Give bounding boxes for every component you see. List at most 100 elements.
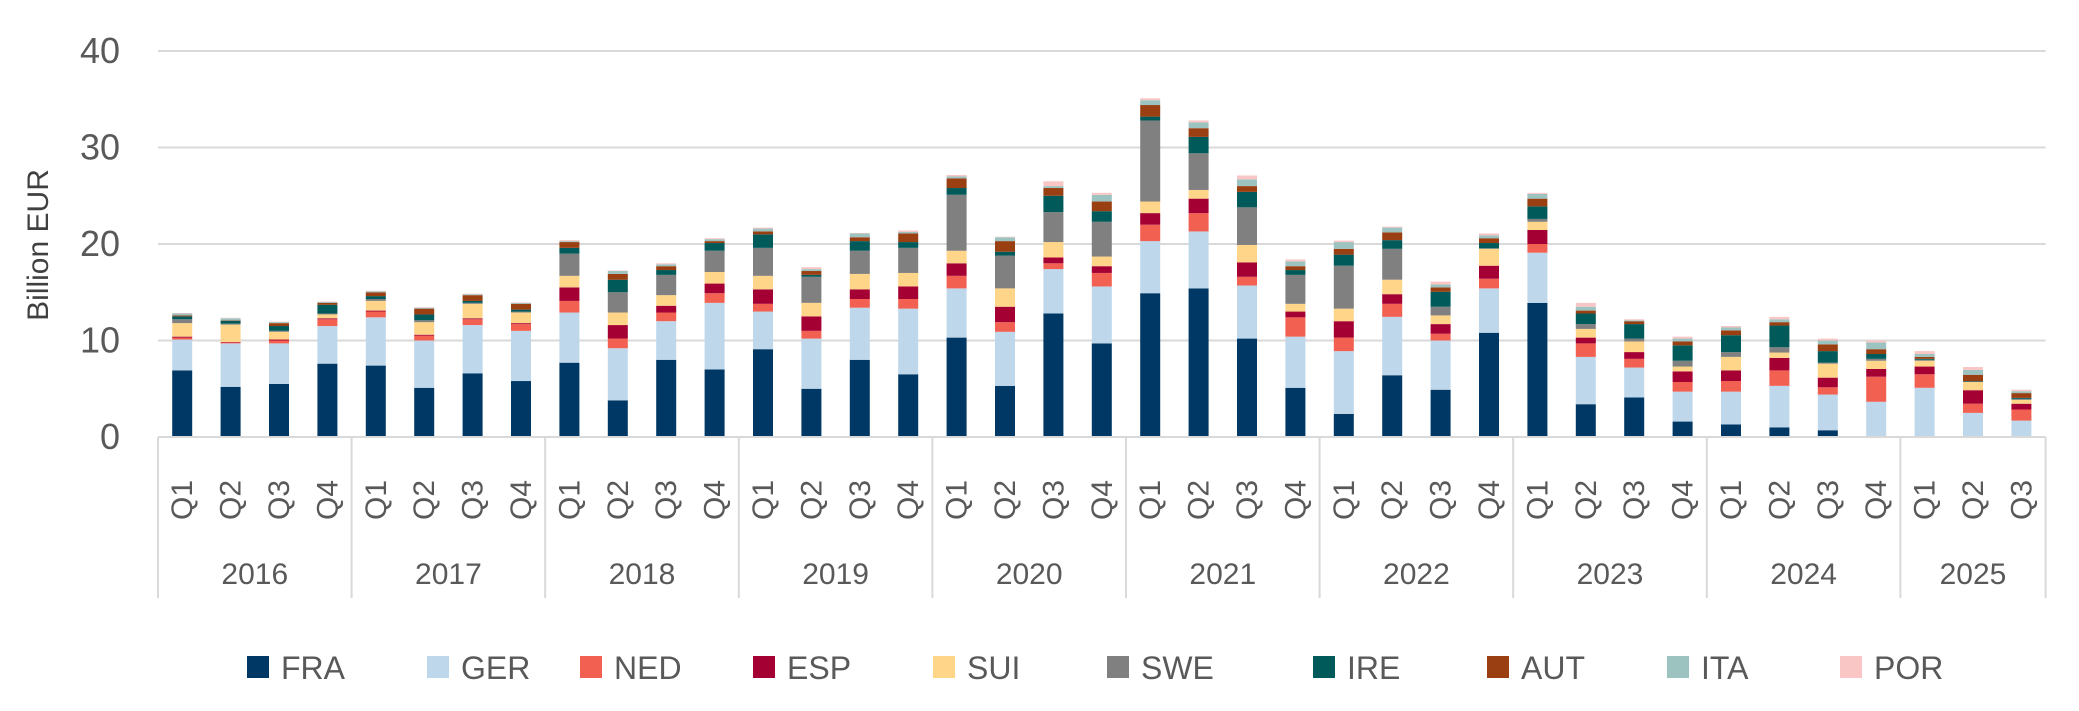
bar-segment-swe bbox=[704, 250, 725, 272]
bar-segment-esp bbox=[1963, 390, 1983, 404]
bar-segment-fra bbox=[1430, 389, 1451, 437]
bar-segment-ire bbox=[1624, 324, 1645, 339]
bar-segment-ita bbox=[656, 264, 677, 267]
bar-segment-ned bbox=[1914, 374, 1935, 388]
y-axis-label: Billion EUR bbox=[22, 169, 55, 321]
bar-segment-ita bbox=[1140, 100, 1161, 106]
bar-segment-ned bbox=[1285, 317, 1306, 337]
bar-segment-esp bbox=[1140, 213, 1161, 225]
legend-item-aut: AUT bbox=[1487, 650, 1585, 686]
bar-segment-sui bbox=[1963, 381, 1983, 391]
bar-segment-por bbox=[704, 238, 725, 240]
bar-segment-sui bbox=[511, 312, 531, 324]
bar-segment-swe bbox=[1721, 352, 1741, 357]
legend-swatch bbox=[933, 656, 955, 678]
bar-segment-esp bbox=[1382, 294, 1403, 304]
bar-segment-ire bbox=[172, 316, 193, 320]
bar-segment-ire bbox=[946, 188, 967, 195]
quarter-label: Q4 bbox=[505, 480, 538, 520]
bar-segment-por bbox=[801, 267, 822, 270]
bar-segment-swe bbox=[1430, 306, 1451, 316]
bar-segment-aut bbox=[1479, 238, 1499, 244]
bar-segment-ger bbox=[1237, 285, 1257, 339]
bar-segment-aut bbox=[511, 303, 531, 310]
bar-segment-fra bbox=[1624, 397, 1645, 437]
bar-segment-ire bbox=[1914, 358, 1935, 360]
bar-segment-swe bbox=[656, 274, 677, 296]
year-label: 2016 bbox=[221, 558, 288, 591]
bar-segment-fra bbox=[1527, 302, 1548, 437]
bar-segment-ita bbox=[1430, 284, 1451, 288]
bar-segment-swe bbox=[172, 319, 193, 324]
bar-segment-esp bbox=[1188, 198, 1209, 214]
bar-segment-ned bbox=[269, 340, 289, 344]
bar-segment-ger bbox=[1575, 356, 1596, 405]
bar-segment-por bbox=[1430, 281, 1451, 285]
legend-item-sui: SUI bbox=[933, 650, 1020, 686]
bar-segment-fra bbox=[801, 388, 822, 437]
bar-segment-ita bbox=[462, 294, 483, 296]
bar-segment-esp bbox=[269, 339, 289, 341]
bar-segment-swe bbox=[1382, 248, 1403, 280]
bar-segment-sui bbox=[414, 322, 435, 335]
bar-segment-por bbox=[1333, 240, 1354, 243]
bar-segment-ned bbox=[511, 324, 531, 331]
bar-segment-fra bbox=[1091, 343, 1112, 437]
bar-segment-ned bbox=[1237, 276, 1257, 286]
bar-segment-ire bbox=[414, 314, 435, 321]
bar-segment-aut bbox=[269, 323, 289, 327]
bar-segment-esp bbox=[1430, 324, 1451, 334]
bar-segment-ger bbox=[462, 325, 483, 374]
bar-segment-ire bbox=[1575, 313, 1596, 325]
bar-segment-aut bbox=[1914, 356, 1935, 359]
bar-segment-sui bbox=[1721, 356, 1741, 371]
bar-segment-ire bbox=[849, 241, 870, 251]
legend-item-esp: ESP bbox=[753, 650, 851, 686]
bar-segment-por bbox=[559, 240, 580, 242]
bar-segment-swe bbox=[1285, 274, 1306, 304]
bar-segment-ned bbox=[317, 319, 338, 327]
bar-segment-ita bbox=[414, 307, 435, 309]
bar-segment-esp bbox=[607, 325, 628, 339]
bar-segment-ita bbox=[1624, 320, 1645, 322]
legend-label: NED bbox=[614, 650, 682, 686]
legend-swatch bbox=[753, 656, 775, 678]
bar-segment-por bbox=[1237, 175, 1257, 180]
bar-segment-por bbox=[1769, 316, 1790, 320]
legend-label: ESP bbox=[787, 650, 851, 686]
bar-segment-esp bbox=[1091, 266, 1112, 273]
bar-segment-aut bbox=[1866, 349, 1887, 355]
bar-segment-por bbox=[2011, 389, 2032, 392]
bar-segment-por bbox=[1866, 340, 1887, 343]
bar-segment-ger bbox=[1527, 252, 1548, 303]
bar-segment-ger bbox=[1430, 340, 1451, 390]
quarter-label: Q1 bbox=[747, 480, 780, 520]
bar-segment-sui bbox=[2011, 399, 2032, 404]
bar-segment-fra bbox=[1575, 404, 1596, 437]
bar-segment-esp bbox=[365, 310, 386, 312]
bar-segment-aut bbox=[1091, 201, 1112, 212]
bars bbox=[172, 98, 2032, 437]
bar-segment-sui bbox=[1140, 201, 1161, 214]
bar-segment-ire bbox=[1237, 191, 1257, 208]
bar-segment-ire bbox=[704, 243, 725, 251]
bar-segment-sui bbox=[559, 275, 580, 288]
bar-segment-swe bbox=[1769, 347, 1790, 353]
bar-segment-ire bbox=[1479, 243, 1499, 249]
bar-segment-aut bbox=[801, 271, 822, 275]
bar-segment-ire bbox=[1188, 136, 1209, 154]
bar-segment-ger bbox=[269, 343, 289, 384]
bar-segment-por bbox=[1188, 120, 1209, 123]
bar-segment-ger bbox=[1043, 269, 1064, 314]
bar-segment-swe bbox=[414, 320, 435, 323]
year-label: 2025 bbox=[1940, 558, 2007, 591]
bar-segment-ita bbox=[801, 269, 822, 272]
bar-segment-aut bbox=[462, 295, 483, 301]
bar-segment-ita bbox=[607, 271, 628, 274]
bar-segment-aut bbox=[1624, 321, 1645, 325]
bar-segment-swe bbox=[220, 323, 241, 325]
legend-item-por: POR bbox=[1840, 650, 1943, 686]
bar-segment-ger bbox=[704, 302, 725, 370]
bar-segment-ita bbox=[1333, 242, 1354, 249]
bar-segment-aut bbox=[317, 302, 338, 305]
